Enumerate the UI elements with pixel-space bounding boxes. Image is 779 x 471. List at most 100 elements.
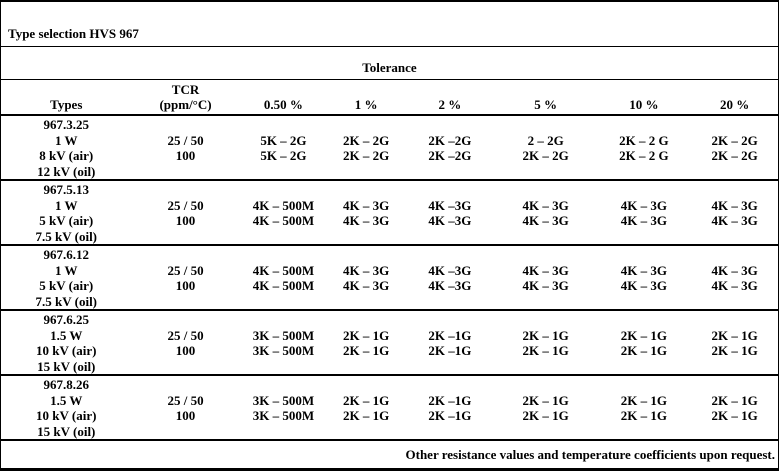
tolerance-header: Tolerance — [362, 60, 417, 75]
tcr-value: 100 — [175, 343, 196, 358]
power-rating: 1 W — [55, 132, 78, 148]
group-row-oil: 7.5 kV (oil) — [1, 229, 778, 245]
resistance-range: 4K – 3G — [620, 278, 668, 293]
column-header-tolerance-5: 5 % — [534, 97, 558, 112]
resistance-range: 4K – 500M — [252, 262, 315, 278]
type-number: 967.6.12 — [43, 247, 90, 262]
column-header-types: Types — [50, 97, 83, 112]
group-row-type: 967.6.25 — [1, 312, 778, 328]
resistance-range: 2K – 2G — [711, 148, 758, 163]
power-rating: 1.5 W — [50, 392, 83, 408]
resistance-range: 2K – 1G — [620, 408, 668, 423]
air-voltage: 10 kV (air) — [36, 408, 97, 423]
resistance-range: 5K – 2G — [260, 148, 307, 163]
resistance-range: 4K – 500M — [252, 197, 315, 213]
group-row-type: 967.5.13 — [1, 182, 778, 198]
resistance-range: 4K – 3G — [343, 262, 390, 278]
tcr-header-line1: TCR — [171, 82, 200, 97]
type-number: 967.3.25 — [43, 117, 90, 132]
air-voltage: 8 kV (air) — [39, 148, 94, 163]
resistance-range: 4K –3G — [428, 262, 472, 278]
resistance-range: 4K – 3G — [711, 278, 758, 293]
tcr-value: 100 — [175, 148, 196, 163]
tcr-value: 25 / 50 — [167, 392, 204, 408]
tcr-value: 25 / 50 — [167, 327, 204, 343]
resistance-range: 3K – 500M — [252, 327, 315, 343]
type-number: 967.8.26 — [43, 377, 90, 392]
page-title: Type selection HVS 967 — [8, 26, 139, 41]
group-row-tcr-low: 1 W 25 / 50 4K – 500M 4K – 3G 4K –3G 4K … — [1, 263, 778, 279]
resistance-range: 2K –2G — [428, 132, 472, 148]
tcr-value: 25 / 50 — [167, 197, 204, 213]
resistance-range: 2K – 1G — [711, 343, 758, 358]
resistance-range: 4K – 3G — [343, 213, 390, 228]
resistance-range: 2K – 1G — [620, 392, 668, 408]
resistance-range: 2K –2G — [428, 148, 472, 163]
tcr-value: 25 / 50 — [167, 132, 204, 148]
type-group: 967.5.13 1 W 25 / 50 4K – 500M 4K – 3G 4… — [1, 181, 778, 246]
resistance-range: 2K – 1G — [522, 392, 569, 408]
tcr-value: 100 — [175, 213, 196, 228]
resistance-range: 4K – 3G — [711, 262, 758, 278]
type-group: 967.3.25 1 W 25 / 50 5K – 2G 2K – 2G 2K … — [1, 116, 778, 181]
air-voltage: 5 kV (air) — [39, 278, 94, 293]
type-group: 967.8.26 1.5 W 25 / 50 3K – 500M 2K – 1G… — [1, 376, 778, 441]
type-number: 967.5.13 — [43, 182, 90, 197]
power-rating: 1.5 W — [50, 327, 83, 343]
group-row-tcr-high: 5 kV (air) 100 4K – 500M 4K – 3G 4K –3G … — [1, 278, 778, 294]
resistance-range: 2K – 2G — [343, 132, 390, 148]
resistance-range: 5K – 2G — [260, 132, 307, 148]
resistance-range: 2K – 1G — [711, 327, 758, 343]
resistance-range: 2K – 2 G — [619, 132, 669, 148]
oil-voltage: 7.5 kV (oil) — [35, 293, 98, 309]
resistance-range: 2K –1G — [428, 408, 472, 423]
column-header-tolerance-2: 2 % — [438, 97, 462, 112]
group-row-type: 967.3.25 — [1, 117, 778, 133]
resistance-range: 2K –1G — [428, 343, 472, 358]
resistance-range: 4K – 3G — [343, 278, 390, 293]
tcr-value: 100 — [175, 278, 196, 293]
group-row-oil: 12 kV (oil) — [1, 164, 778, 180]
resistance-range: 2K – 2G — [522, 148, 569, 163]
resistance-range: 2K –1G — [428, 327, 472, 343]
group-row-oil: 7.5 kV (oil) — [1, 294, 778, 310]
resistance-range: 4K – 3G — [522, 213, 569, 228]
resistance-range: 2K – 1G — [620, 343, 668, 358]
resistance-range: 4K – 3G — [522, 278, 569, 293]
resistance-range: 2K – 1G — [711, 392, 758, 408]
column-header-tolerance-050: 0.50 % — [263, 97, 303, 112]
group-row-oil: 15 kV (oil) — [1, 359, 778, 375]
oil-voltage: 15 kV (oil) — [37, 423, 96, 439]
group-row-tcr-high: 8 kV (air) 100 5K – 2G 2K – 2G 2K –2G 2K… — [1, 148, 778, 164]
resistance-range: 4K – 500M — [252, 213, 315, 228]
resistance-range: 4K – 3G — [620, 197, 668, 213]
column-header-tolerance-1: 1 % — [354, 97, 378, 112]
resistance-range: 2K – 2G — [343, 148, 390, 163]
resistance-range: 2K – 1G — [343, 343, 390, 358]
group-row-type: 967.8.26 — [1, 377, 778, 393]
column-header-tolerance-20: 20 % — [720, 97, 750, 112]
oil-voltage: 15 kV (oil) — [37, 358, 96, 374]
power-rating: 1 W — [55, 262, 78, 278]
group-row-tcr-high: 10 kV (air) 100 3K – 500M 2K – 1G 2K –1G… — [1, 343, 778, 359]
resistance-range: 2K – 1G — [343, 327, 390, 343]
resistance-range: 2K – 1G — [620, 327, 668, 343]
group-row-tcr-high: 10 kV (air) 100 3K – 500M 2K – 1G 2K –1G… — [1, 408, 778, 424]
resistance-range: 4K –3G — [428, 278, 472, 293]
resistance-range: 2K – 1G — [522, 327, 569, 343]
resistance-range: 4K – 3G — [711, 213, 758, 228]
resistance-range: 2K – 2G — [711, 132, 758, 148]
resistance-range: 3K – 500M — [252, 392, 315, 408]
tcr-value: 25 / 50 — [167, 262, 204, 278]
type-group: 967.6.25 1.5 W 25 / 50 3K – 500M 2K – 1G… — [1, 311, 778, 376]
resistance-range: 2 – 2G — [527, 132, 564, 148]
resistance-range: 3K – 500M — [252, 408, 315, 423]
resistance-range: 4K – 3G — [620, 262, 668, 278]
tcr-value: 100 — [175, 408, 196, 423]
tolerance-header-row: Tolerance — [1, 47, 778, 80]
title-row: Type selection HVS 967 — [1, 2, 778, 47]
oil-voltage: 12 kV (oil) — [37, 163, 96, 179]
resistance-range: 2K – 1G — [522, 343, 569, 358]
resistance-range: 4K – 3G — [522, 197, 569, 213]
